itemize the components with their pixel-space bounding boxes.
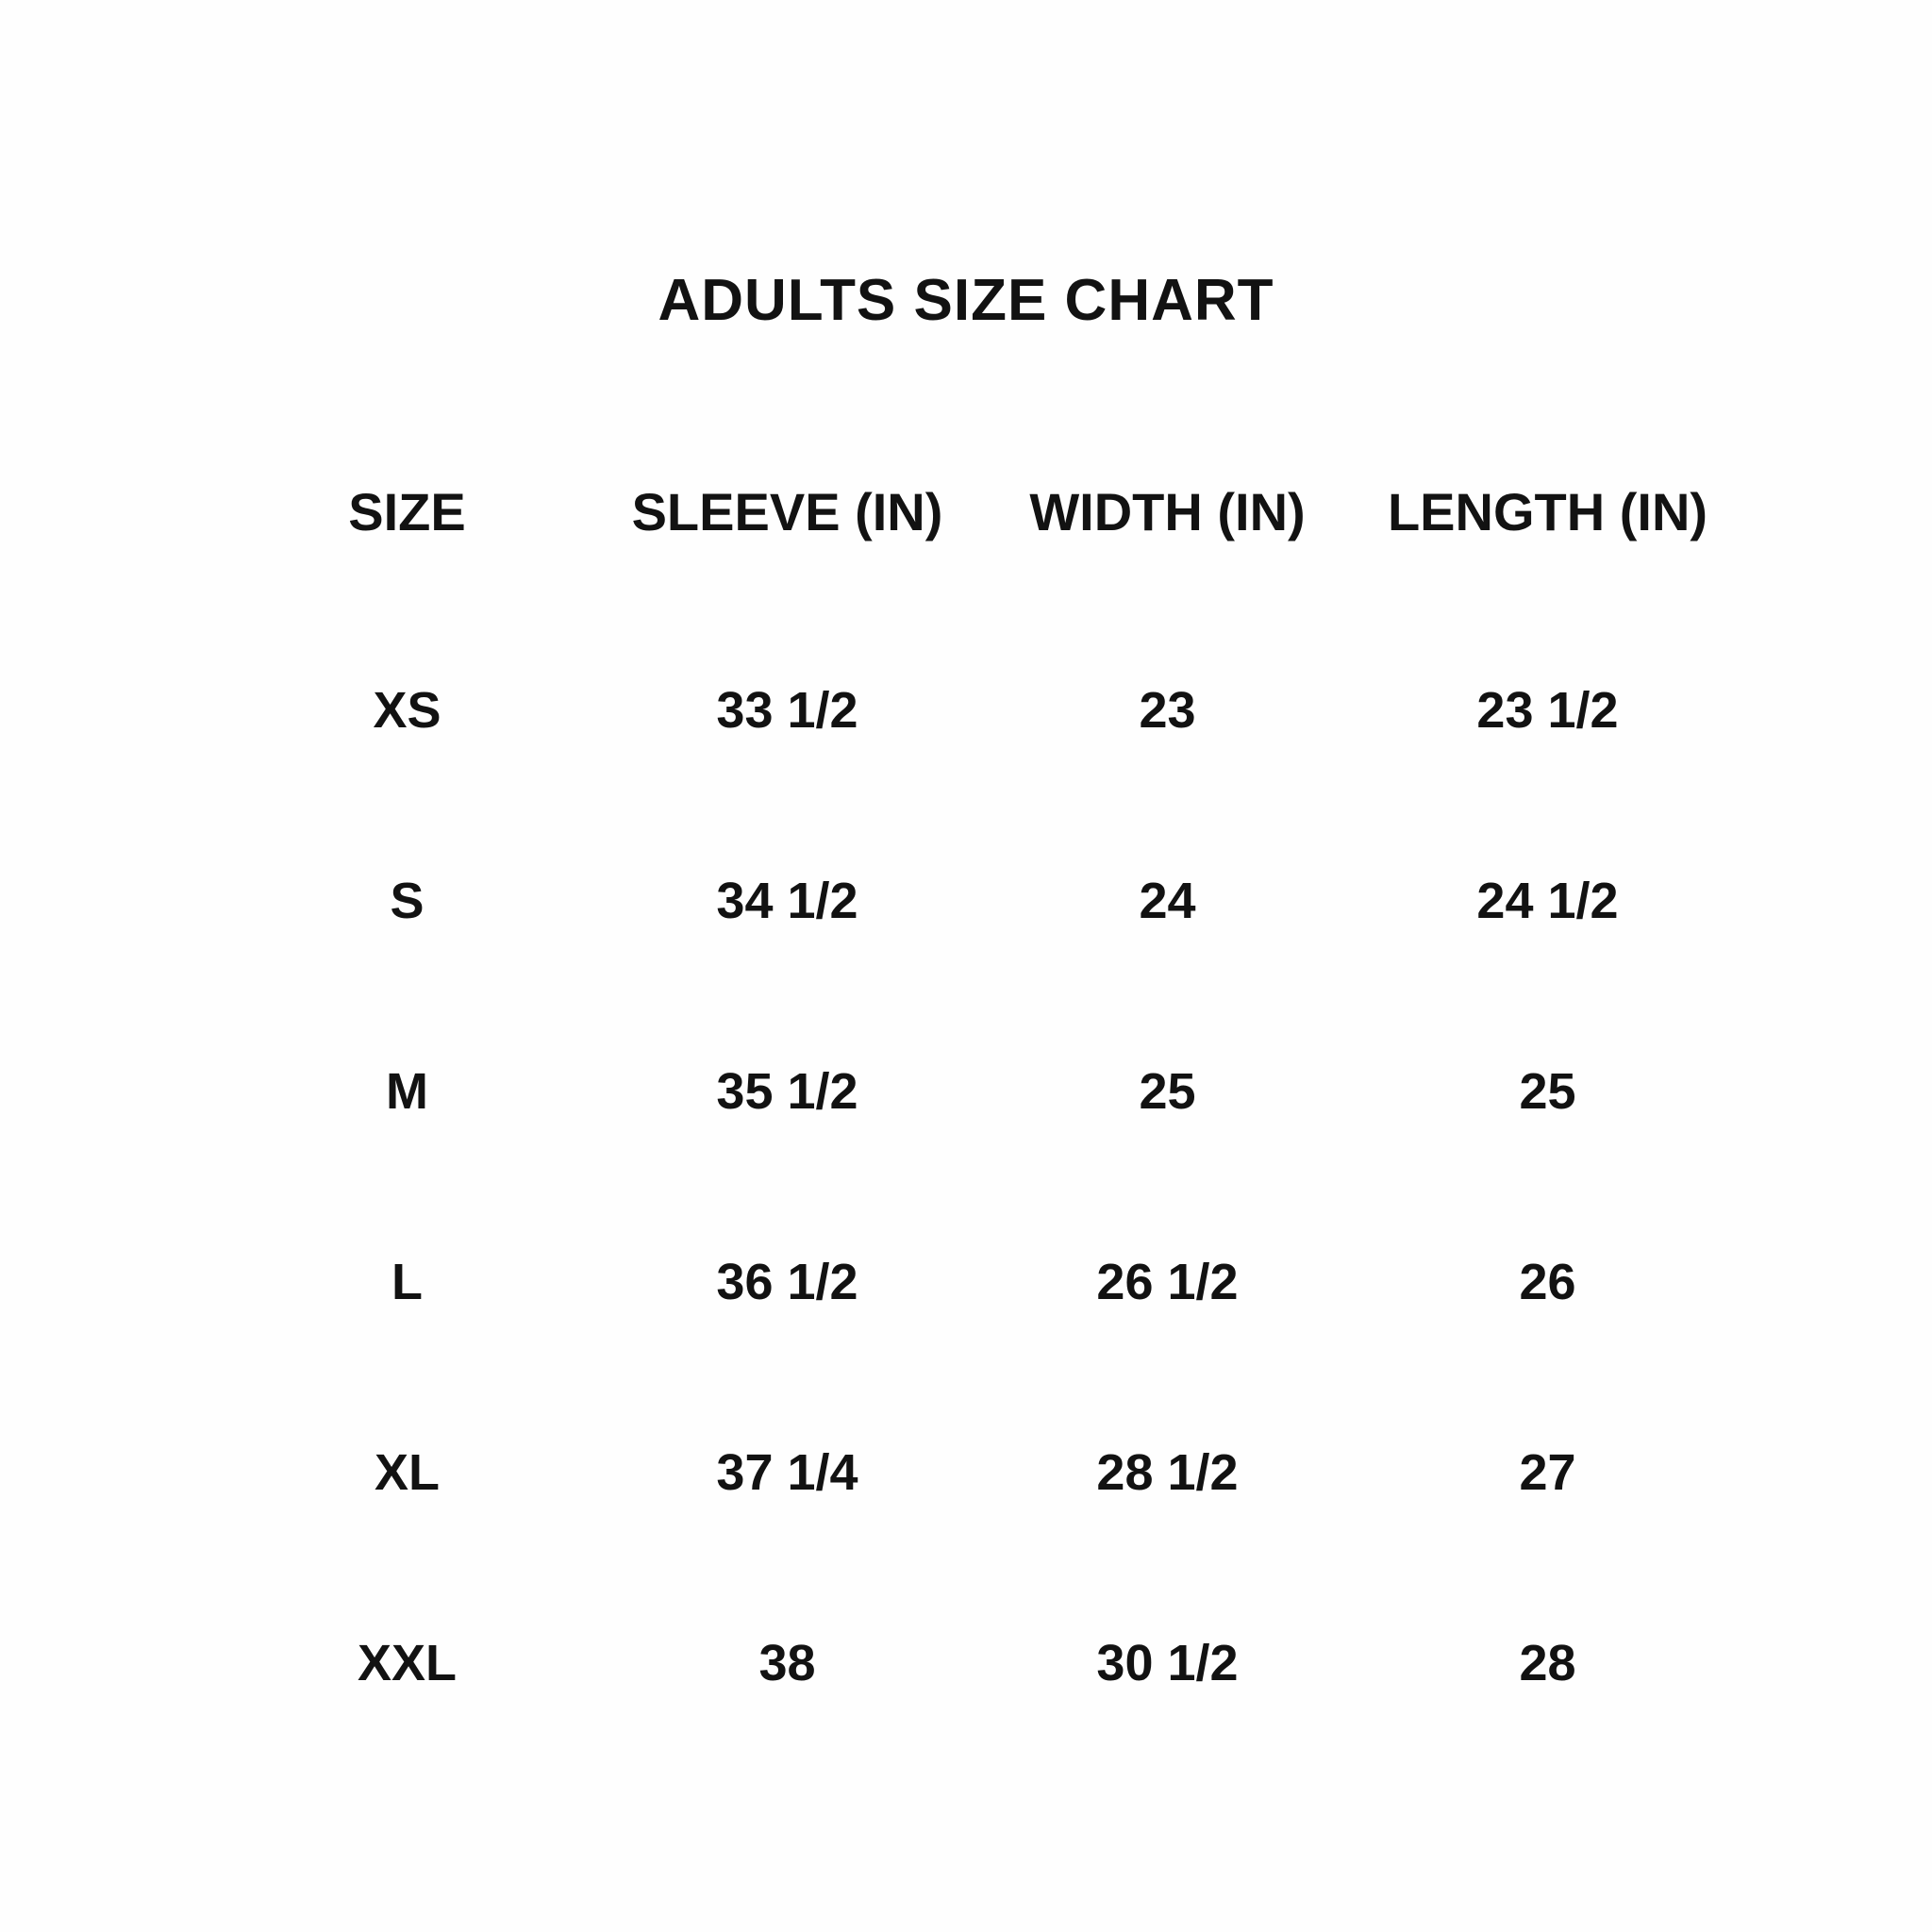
table-header-row: SIZE SLEEVE (IN) WIDTH (IN) LENGTH (IN)	[217, 479, 1738, 545]
cell-length: 25	[1519, 1063, 1576, 1120]
cell-width: 30 1/2	[1096, 1635, 1239, 1691]
cell-length: 24 1/2	[1476, 873, 1619, 929]
cell-width: 25	[1139, 1063, 1196, 1120]
cell-size: S	[390, 873, 425, 929]
size-table-body: XS 33 1/2 23 23 1/2 S 34 1/2 24 24 1/2 M…	[217, 677, 1738, 1696]
cell-size: M	[386, 1063, 428, 1120]
chart-title: ADULTS SIZE CHART	[658, 268, 1274, 333]
table-row: XL 37 1/4 28 1/2 27	[217, 1440, 1738, 1506]
cell-size: XL	[374, 1444, 440, 1501]
table-row: L 36 1/2 26 1/2 26	[217, 1249, 1738, 1315]
column-header-size: SIZE	[348, 482, 466, 541]
cell-width: 28 1/2	[1096, 1444, 1239, 1501]
column-header-width: WIDTH (IN)	[1029, 482, 1306, 541]
cell-size: XS	[373, 682, 441, 739]
cell-sleeve: 33 1/2	[716, 682, 858, 739]
column-header-sleeve: SLEEVE (IN)	[631, 482, 943, 541]
cell-sleeve: 36 1/2	[716, 1254, 858, 1310]
cell-length: 23 1/2	[1476, 682, 1619, 739]
cell-length: 27	[1519, 1444, 1576, 1501]
cell-sleeve: 37 1/4	[716, 1444, 858, 1501]
cell-width: 23	[1139, 682, 1196, 739]
cell-size: XXL	[357, 1635, 458, 1691]
cell-size: L	[391, 1254, 423, 1310]
cell-sleeve: 34 1/2	[716, 873, 858, 929]
size-table: SIZE SLEEVE (IN) WIDTH (IN) LENGTH (IN) …	[217, 479, 1738, 1821]
table-row: S 34 1/2 24 24 1/2	[217, 868, 1738, 934]
table-row: M 35 1/2 25 25	[217, 1058, 1738, 1124]
cell-width: 26 1/2	[1096, 1254, 1239, 1310]
table-row: XXL 38 30 1/2 28	[217, 1630, 1738, 1696]
table-row: XS 33 1/2 23 23 1/2	[217, 677, 1738, 743]
cell-sleeve: 35 1/2	[716, 1063, 858, 1120]
cell-sleeve: 38	[758, 1635, 816, 1691]
cell-length: 26	[1519, 1254, 1576, 1310]
column-header-length: LENGTH (IN)	[1387, 482, 1708, 541]
cell-width: 24	[1139, 873, 1196, 929]
cell-length: 28	[1519, 1635, 1576, 1691]
